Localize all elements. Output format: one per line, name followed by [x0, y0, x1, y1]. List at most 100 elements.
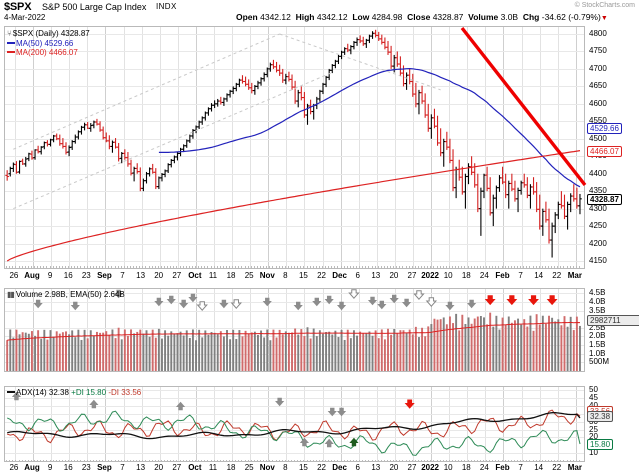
x-tick — [152, 460, 153, 462]
x-tick — [226, 460, 227, 462]
x-axis-label: 7 — [120, 271, 125, 280]
x-tick — [139, 266, 140, 268]
annotation-arrow-down — [484, 295, 496, 306]
price-panel[interactable] — [4, 26, 587, 269]
x-tick — [93, 266, 94, 268]
x-tick — [84, 460, 85, 462]
x-tick — [480, 266, 481, 268]
x-tick — [99, 266, 100, 268]
x-tick — [74, 460, 75, 462]
x-tick — [90, 460, 91, 462]
x-tick — [471, 460, 472, 462]
x-tick — [486, 266, 487, 268]
x-axis-label: 2022 — [421, 271, 439, 280]
annotation-arrow-down — [166, 295, 176, 305]
quote-date: 4-Mar-2022 — [4, 13, 46, 22]
x-tick — [68, 460, 69, 462]
x-tick — [567, 266, 568, 268]
x-tick — [124, 266, 125, 268]
x-tick — [285, 460, 286, 462]
adx-y-tick: 10 — [589, 448, 598, 458]
price-y-tick: 4250 — [589, 221, 607, 231]
x-tick — [359, 266, 360, 268]
x-tick — [418, 460, 419, 462]
x-tick — [381, 266, 382, 268]
x-tick — [220, 460, 221, 462]
x-tick — [517, 266, 518, 268]
x-axis-label: 13 — [371, 271, 381, 280]
x-tick — [186, 266, 187, 268]
chg-down-caret-icon: ▼ — [600, 15, 608, 22]
annotation-arrow-down — [327, 407, 337, 417]
x-tick — [424, 460, 425, 462]
x-tick — [307, 460, 308, 462]
volume-y-tick: 1.5B — [589, 340, 606, 350]
x-tick — [480, 460, 481, 462]
annotation-arrow-down — [262, 297, 272, 307]
x-tick — [77, 460, 78, 462]
x-tick — [53, 460, 54, 462]
x-tick — [142, 266, 143, 268]
annotation-arrow-down — [230, 299, 243, 309]
x-tick — [368, 266, 369, 268]
adx-panel[interactable] — [4, 386, 585, 462]
x-tick — [96, 266, 97, 268]
x-axis-label: 13 — [136, 271, 146, 280]
x-axis-label: 13 — [136, 463, 146, 472]
x-tick — [545, 460, 546, 462]
x-tick — [350, 460, 351, 462]
x-tick — [402, 266, 403, 268]
x-tick — [316, 266, 317, 268]
x-tick — [390, 460, 391, 462]
annotation-arrow-down — [401, 298, 412, 308]
annotation-arrow-down — [324, 295, 334, 305]
x-tick — [502, 266, 503, 268]
volume-panel[interactable] — [4, 288, 585, 372]
price-y-tag: 4466.07 — [587, 145, 622, 157]
x-tick — [409, 266, 410, 268]
x-tick — [251, 266, 252, 268]
annotation-arrow-up — [324, 438, 334, 448]
x-tick — [356, 266, 357, 268]
x-tick — [344, 266, 345, 268]
volume-y-tick: 2.5B — [589, 322, 606, 332]
x-tick — [570, 460, 571, 462]
annotation-arrow-down — [336, 301, 347, 311]
x-tick — [87, 266, 88, 268]
x-tick — [161, 460, 162, 462]
x-tick — [127, 460, 128, 462]
x-tick — [276, 460, 277, 462]
x-tick — [334, 460, 335, 462]
x-tick — [272, 266, 273, 268]
x-tick — [514, 460, 515, 462]
x-axis-label: 8 — [283, 271, 288, 280]
x-tick — [464, 266, 465, 268]
x-tick — [211, 460, 212, 462]
x-axis-label: 16 — [63, 271, 73, 280]
x-tick — [551, 266, 552, 268]
x-tick — [108, 460, 109, 462]
x-tick — [22, 266, 23, 268]
x-tick — [557, 460, 558, 462]
x-tick — [204, 460, 205, 462]
x-tick — [195, 460, 196, 462]
chg-label: Chg — [522, 12, 540, 22]
x-tick — [291, 460, 292, 462]
x-tick — [424, 266, 425, 268]
x-tick — [223, 460, 224, 462]
x-axis-label: Nov — [259, 463, 275, 472]
annotation-arrow-down — [467, 299, 477, 309]
x-tick — [136, 460, 137, 462]
x-tick — [31, 266, 32, 268]
x-tick — [337, 266, 338, 268]
x-axis-label: 22 — [552, 271, 562, 280]
x-tick — [393, 460, 394, 462]
annotation-arrow-up — [89, 399, 99, 409]
x-tick — [307, 266, 308, 268]
open-label: Open — [236, 12, 258, 22]
x-axis-label: Aug — [24, 271, 40, 280]
x-axis-label: 24 — [479, 271, 489, 280]
x-tick — [279, 266, 280, 268]
x-tick — [263, 266, 264, 268]
x-tick — [294, 460, 295, 462]
